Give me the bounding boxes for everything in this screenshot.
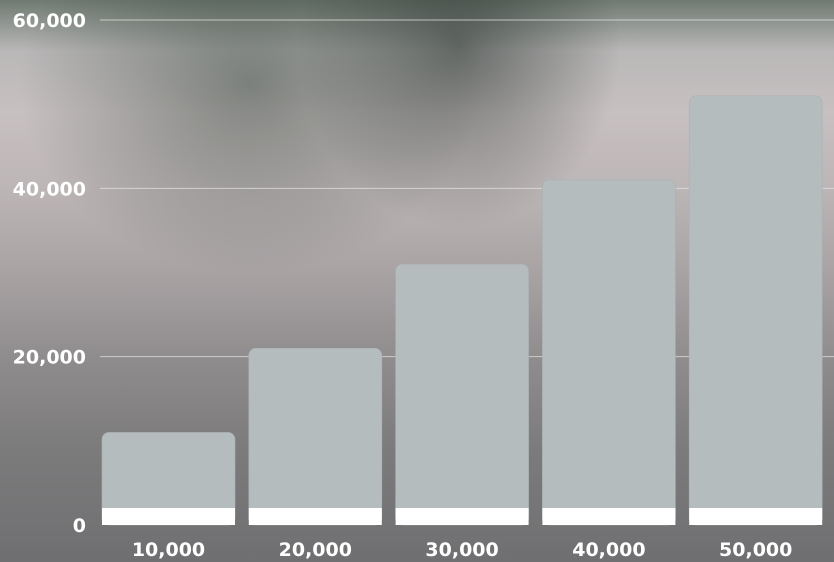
bar-group: [395, 263, 529, 526]
x-axis-ticks: 10,000 20,000 30,000 40,000 50,000: [132, 539, 793, 561]
bar-base: [542, 508, 676, 525]
x-tick-label: 30,000: [425, 539, 498, 561]
bar-base: [102, 508, 235, 525]
bars: [101, 95, 823, 526]
x-tick-label: 20,000: [279, 539, 352, 561]
y-tick-label: 40,000: [13, 178, 86, 200]
y-axis-ticks: 0 20,000 40,000 60,000: [13, 10, 86, 537]
bar-group: [688, 95, 823, 526]
y-tick-label: 20,000: [13, 347, 86, 369]
x-tick-label: 40,000: [572, 539, 645, 561]
bar-base: [689, 508, 823, 525]
bar: [688, 95, 823, 526]
y-tick-label: 60,000: [13, 10, 86, 32]
bar: [542, 179, 676, 526]
bar-group: [542, 179, 676, 526]
bar-group: [248, 347, 383, 526]
y-tick-label: 0: [73, 515, 86, 537]
bar-base: [248, 508, 382, 525]
bar: [248, 347, 383, 526]
x-tick-label: 10,000: [132, 539, 205, 561]
bar-group: [101, 432, 236, 526]
bar: [395, 263, 529, 526]
bar-base: [395, 508, 529, 525]
x-tick-label: 50,000: [719, 539, 792, 561]
